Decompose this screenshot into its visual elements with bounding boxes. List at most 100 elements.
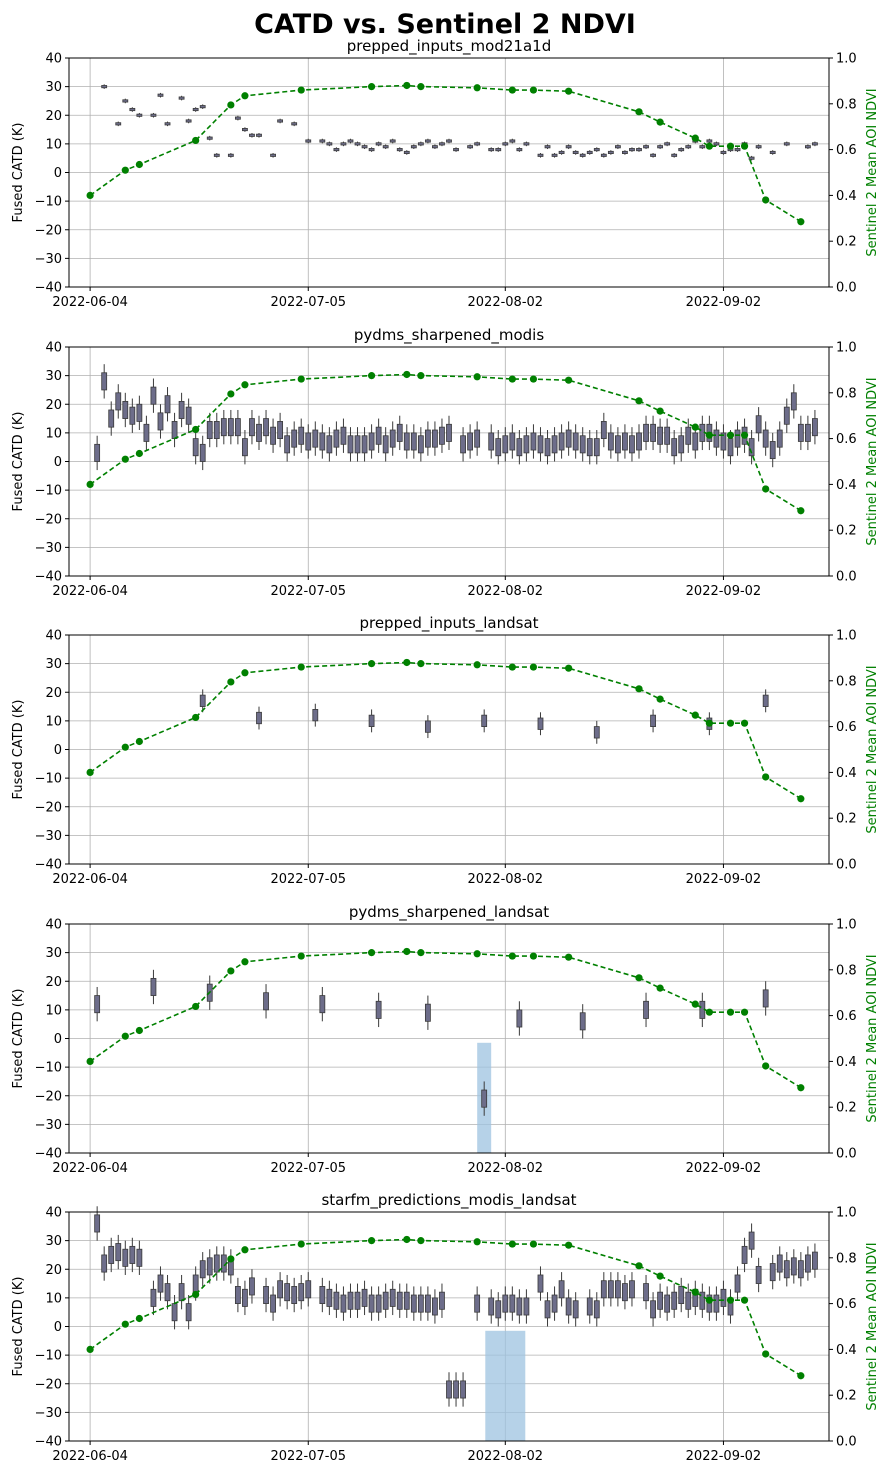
catd-box-body <box>340 426 347 445</box>
y-tick-label-left: 40 <box>45 629 62 644</box>
catd-box <box>122 392 129 428</box>
catd-box <box>347 427 354 462</box>
catd-box <box>460 427 466 462</box>
catd-box-body <box>164 395 171 414</box>
catd-box-body <box>657 1291 664 1310</box>
y-tick-label-right: 1.0 <box>836 341 857 356</box>
catd-box <box>347 138 354 144</box>
catd-box-body <box>664 142 671 146</box>
catd-box-body <box>685 1291 692 1310</box>
ndvi-point <box>367 372 376 380</box>
catd-box <box>396 415 403 451</box>
catd-box-body <box>537 717 544 730</box>
catd-box-body <box>685 145 692 149</box>
catd-box-body <box>678 435 685 454</box>
y-tick-label-left: −10 <box>35 1349 62 1364</box>
catd-box <box>403 150 410 155</box>
catd-box <box>192 107 199 112</box>
ndvi-point <box>691 134 699 142</box>
catd-box <box>523 427 530 462</box>
chart-panel-5: 40 30 20 10 0 −10 −20 −30 −40 1.0 0.8 0.6 0.4 0.2 0.0 2… <box>11 1191 880 1464</box>
ndvi-point <box>726 719 735 727</box>
catd-box-body <box>516 148 523 152</box>
catd-box-body <box>249 1277 255 1296</box>
catd-box <box>263 1277 269 1313</box>
catd-box <box>776 1246 783 1281</box>
catd-box-body <box>509 1294 516 1313</box>
catd-box <box>333 1283 340 1318</box>
catd-box-body <box>812 1251 818 1270</box>
catd-box <box>650 709 656 733</box>
catd-box <box>249 1269 255 1304</box>
catd-box <box>769 432 776 468</box>
ndvi-point <box>227 678 235 686</box>
catd-box-body <box>804 423 811 442</box>
ndvi-point <box>508 375 516 383</box>
catd-box-body <box>305 1280 312 1299</box>
catd-box <box>678 1277 685 1313</box>
y-tick-label-left: 30 <box>45 1234 62 1249</box>
ndvi-point <box>691 1288 699 1296</box>
catd-box-body <box>298 426 305 445</box>
catd-box-body <box>256 423 262 442</box>
catd-box <box>734 1266 741 1301</box>
y-tick-label-left: −30 <box>35 541 62 556</box>
catd-box <box>734 421 741 456</box>
catd-box <box>636 424 642 459</box>
y-tick-label-left: 20 <box>45 398 62 413</box>
catd-box-body <box>523 435 530 454</box>
catd-box-body <box>396 148 403 152</box>
y-tick-label-left: 30 <box>45 369 62 384</box>
catd-box-body <box>643 1283 649 1302</box>
catd-box-body <box>375 142 382 146</box>
catd-box-body <box>565 1297 572 1316</box>
catd-box-body <box>361 435 368 454</box>
catd-box <box>544 144 551 150</box>
catd-box <box>614 144 621 150</box>
catd-box-body <box>509 139 516 143</box>
chart-title: prepped_inputs_mod21a1d <box>347 37 551 56</box>
x-tick-label: 2022-09-02 <box>686 295 762 310</box>
catd-box <box>706 138 713 144</box>
catd-box <box>657 418 664 453</box>
ndvi-point <box>635 397 643 405</box>
catd-box-body <box>607 150 614 155</box>
catd-box <box>136 112 143 118</box>
catd-box <box>101 84 108 89</box>
catd-box-body <box>551 1294 558 1313</box>
catd-box-body <box>432 1297 438 1316</box>
catd-box <box>319 986 326 1022</box>
catd-box-body <box>671 153 678 157</box>
catd-box <box>565 144 572 150</box>
ndvi-point <box>135 737 143 746</box>
catd-box <box>664 1286 671 1321</box>
catd-box-body <box>579 153 586 157</box>
catd-box <box>537 712 544 736</box>
catd-box-body <box>812 142 818 146</box>
catd-box-body <box>178 96 185 100</box>
catd-box-body <box>347 139 354 143</box>
y-axis-label-left: Fused CATD (K) <box>11 700 26 800</box>
ndvi-point <box>762 1062 770 1070</box>
ndvi-point <box>797 1372 805 1380</box>
y-tick-label-left: 0 <box>54 166 62 181</box>
catd-box-body <box>403 150 410 155</box>
catd-box <box>734 147 741 152</box>
catd-box <box>537 1266 544 1301</box>
catd-box-body <box>572 150 579 155</box>
chart-panel-3: 40 30 20 10 0 −10 −20 −30 −40 1.0 0.8 0.6 0.4 0.2 0.0 2… <box>11 614 880 887</box>
catd-box <box>607 424 614 459</box>
catd-box-body <box>622 432 628 451</box>
catd-box-body <box>657 426 664 445</box>
catd-box <box>375 992 382 1028</box>
ndvi-point <box>762 196 770 204</box>
ndvi-line <box>89 661 802 800</box>
catd-box-body <box>727 438 734 457</box>
catd-box-body <box>488 432 495 451</box>
catd-box <box>558 150 565 155</box>
catd-box <box>537 153 544 158</box>
ndvi-point <box>192 136 200 145</box>
ndvi-point <box>417 372 425 380</box>
catd-box <box>607 150 614 155</box>
catd-box-body <box>375 1000 382 1019</box>
